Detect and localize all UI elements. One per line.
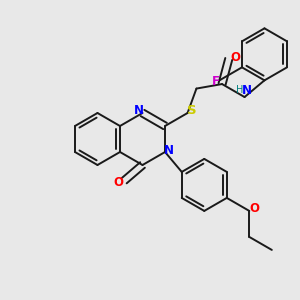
Text: F: F [212, 75, 219, 88]
Text: O: O [113, 176, 123, 189]
Text: N: N [242, 84, 252, 97]
Text: H: H [236, 85, 243, 95]
Text: S: S [187, 104, 196, 118]
Text: N: N [164, 145, 174, 158]
Text: O: O [249, 202, 259, 215]
Text: O: O [231, 51, 241, 64]
Text: N: N [134, 103, 143, 116]
